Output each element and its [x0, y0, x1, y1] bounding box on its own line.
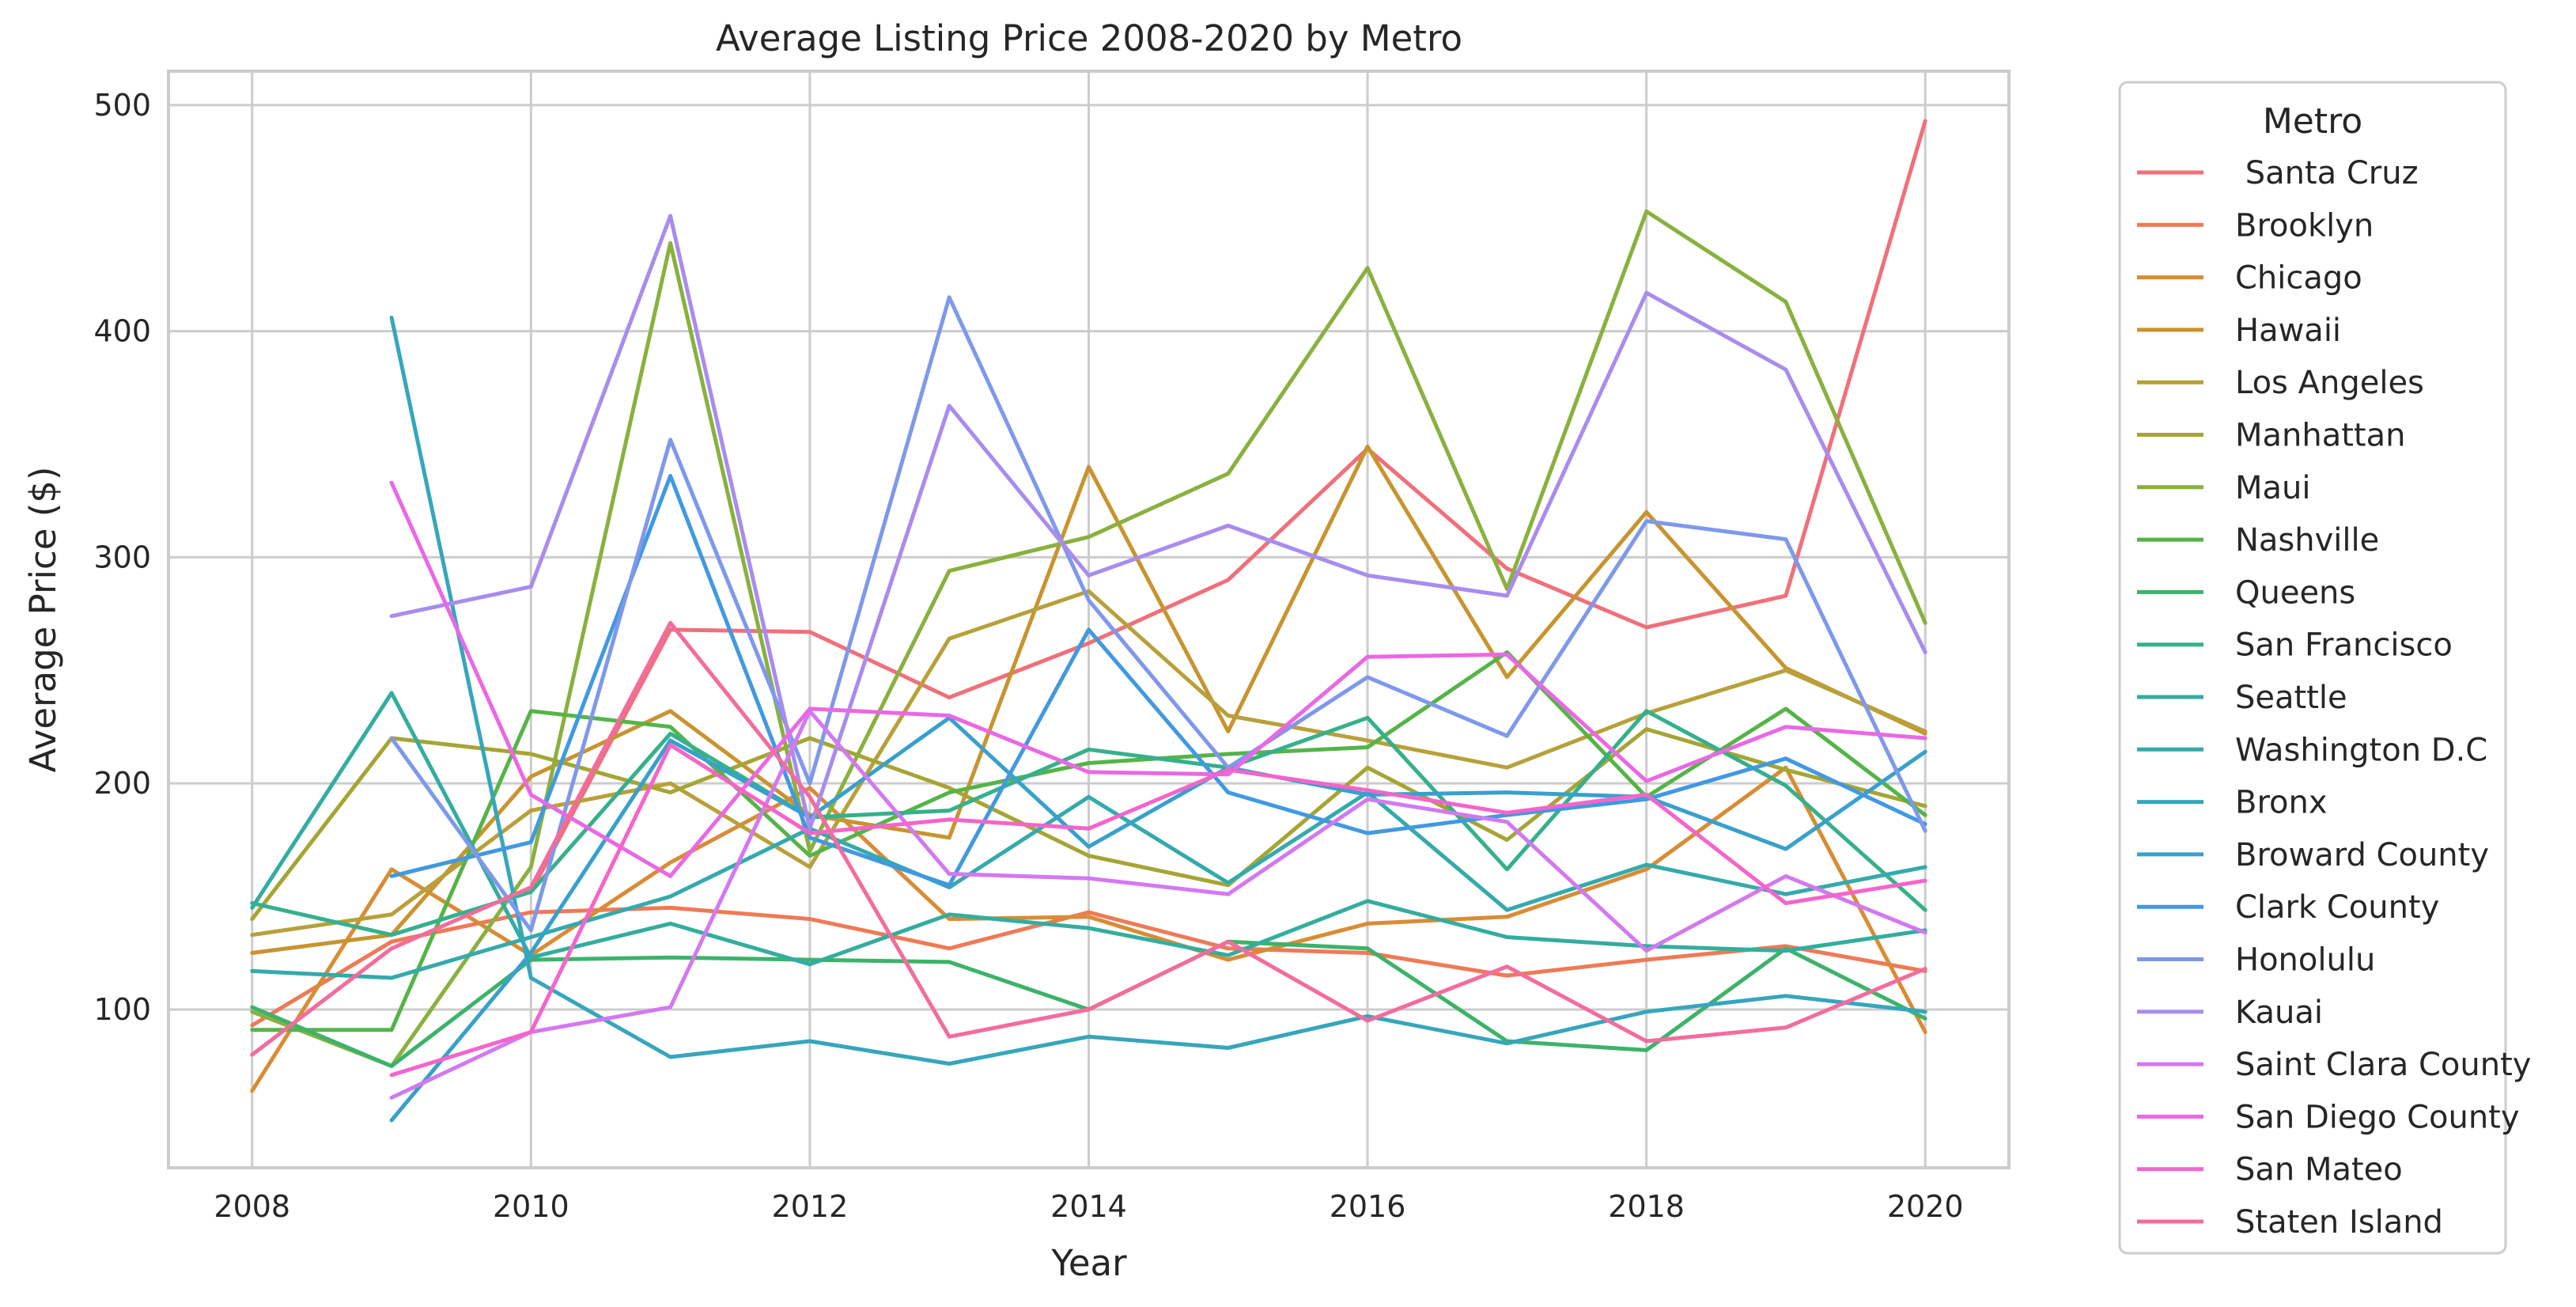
x-tick-label: 2008	[214, 1189, 290, 1224]
legend-title: Metro	[2263, 101, 2362, 142]
x-tick-label: 2018	[1608, 1189, 1685, 1224]
y-tick-label: 400	[93, 314, 151, 349]
series-line-1	[250, 905, 1927, 1028]
legend-label: Brooklyn	[2235, 207, 2374, 244]
y-axis-label: Average Price ($)	[22, 467, 64, 773]
series-line-18	[389, 480, 1927, 878]
legend: Metro Santa Cruz Brooklyn Chicago Hawaii Los…	[2118, 81, 2531, 1255]
legend-label: Honolulu	[2235, 942, 2375, 979]
series-line-14	[389, 474, 1927, 888]
series-line-19	[389, 743, 1927, 1078]
legend-box	[2118, 81, 2507, 1255]
series-line-20	[250, 620, 1927, 1057]
series-line-16	[389, 214, 1927, 831]
legend-label: Hawaii	[2235, 313, 2341, 349]
x-tick-label: 2012	[772, 1189, 849, 1224]
chart-title: Average Listing Price 2008-2020 by Metro	[716, 17, 1462, 59]
series-line-11	[250, 790, 1927, 980]
plot-frame	[167, 70, 2010, 1169]
legend-label: San Francisco	[2235, 627, 2453, 664]
legend-label: Kauai	[2235, 994, 2323, 1031]
legend-label: Chicago	[2235, 260, 2362, 297]
series-line-17	[389, 709, 1927, 1100]
x-axis-label: Year	[1050, 1242, 1127, 1284]
y-tick-label: 200	[93, 766, 151, 801]
legend-label: Seattle	[2235, 680, 2347, 716]
series-line-9	[250, 709, 1927, 938]
legend-label: Clark County	[2235, 889, 2439, 926]
series-line-15	[389, 295, 1927, 933]
series-line-12	[389, 316, 1927, 1066]
legend-label: Santa Cruz	[2235, 155, 2419, 191]
legend-label: Nashville	[2235, 522, 2379, 559]
legend-label: Queens	[2235, 574, 2355, 611]
x-tick-label: 2020	[1887, 1189, 1964, 1224]
series-line-13	[389, 715, 1927, 1123]
series-lines	[250, 119, 1927, 1123]
legend-label: Manhattan	[2235, 418, 2405, 454]
legend-label: Bronx	[2235, 785, 2328, 821]
y-tick-label: 500	[93, 88, 151, 123]
x-tick-label: 2016	[1330, 1189, 1406, 1224]
series-line-3	[250, 444, 1927, 955]
x-tick-label: 2010	[493, 1189, 569, 1224]
legend-label: San Mateo	[2235, 1152, 2403, 1188]
tick-labels: 2008 2010 2012 2014 2016 2018 2020 100 200 300 400…	[93, 88, 1963, 1224]
legend-label: Los Angeles	[2235, 365, 2424, 401]
legend-entries: Santa Cruz Brooklyn Chicago Hawaii Los Angel…	[2137, 155, 2531, 1241]
x-tick-label: 2014	[1050, 1189, 1127, 1224]
y-tick-label: 300	[93, 540, 151, 574]
series-line-6	[250, 209, 1927, 1068]
legend-label: Staten Island	[2235, 1204, 2443, 1241]
legend-label: San Diego County	[2235, 1099, 2520, 1135]
legend-label: Saint Clara County	[2235, 1047, 2531, 1083]
series-line-10	[250, 691, 1927, 967]
legend-label: Broward County	[2235, 837, 2489, 873]
legend-label: Washington D.C	[2235, 732, 2487, 768]
series-line-5	[250, 727, 1927, 922]
legend-label: Maui	[2235, 470, 2311, 506]
y-tick-label: 100	[93, 992, 151, 1027]
